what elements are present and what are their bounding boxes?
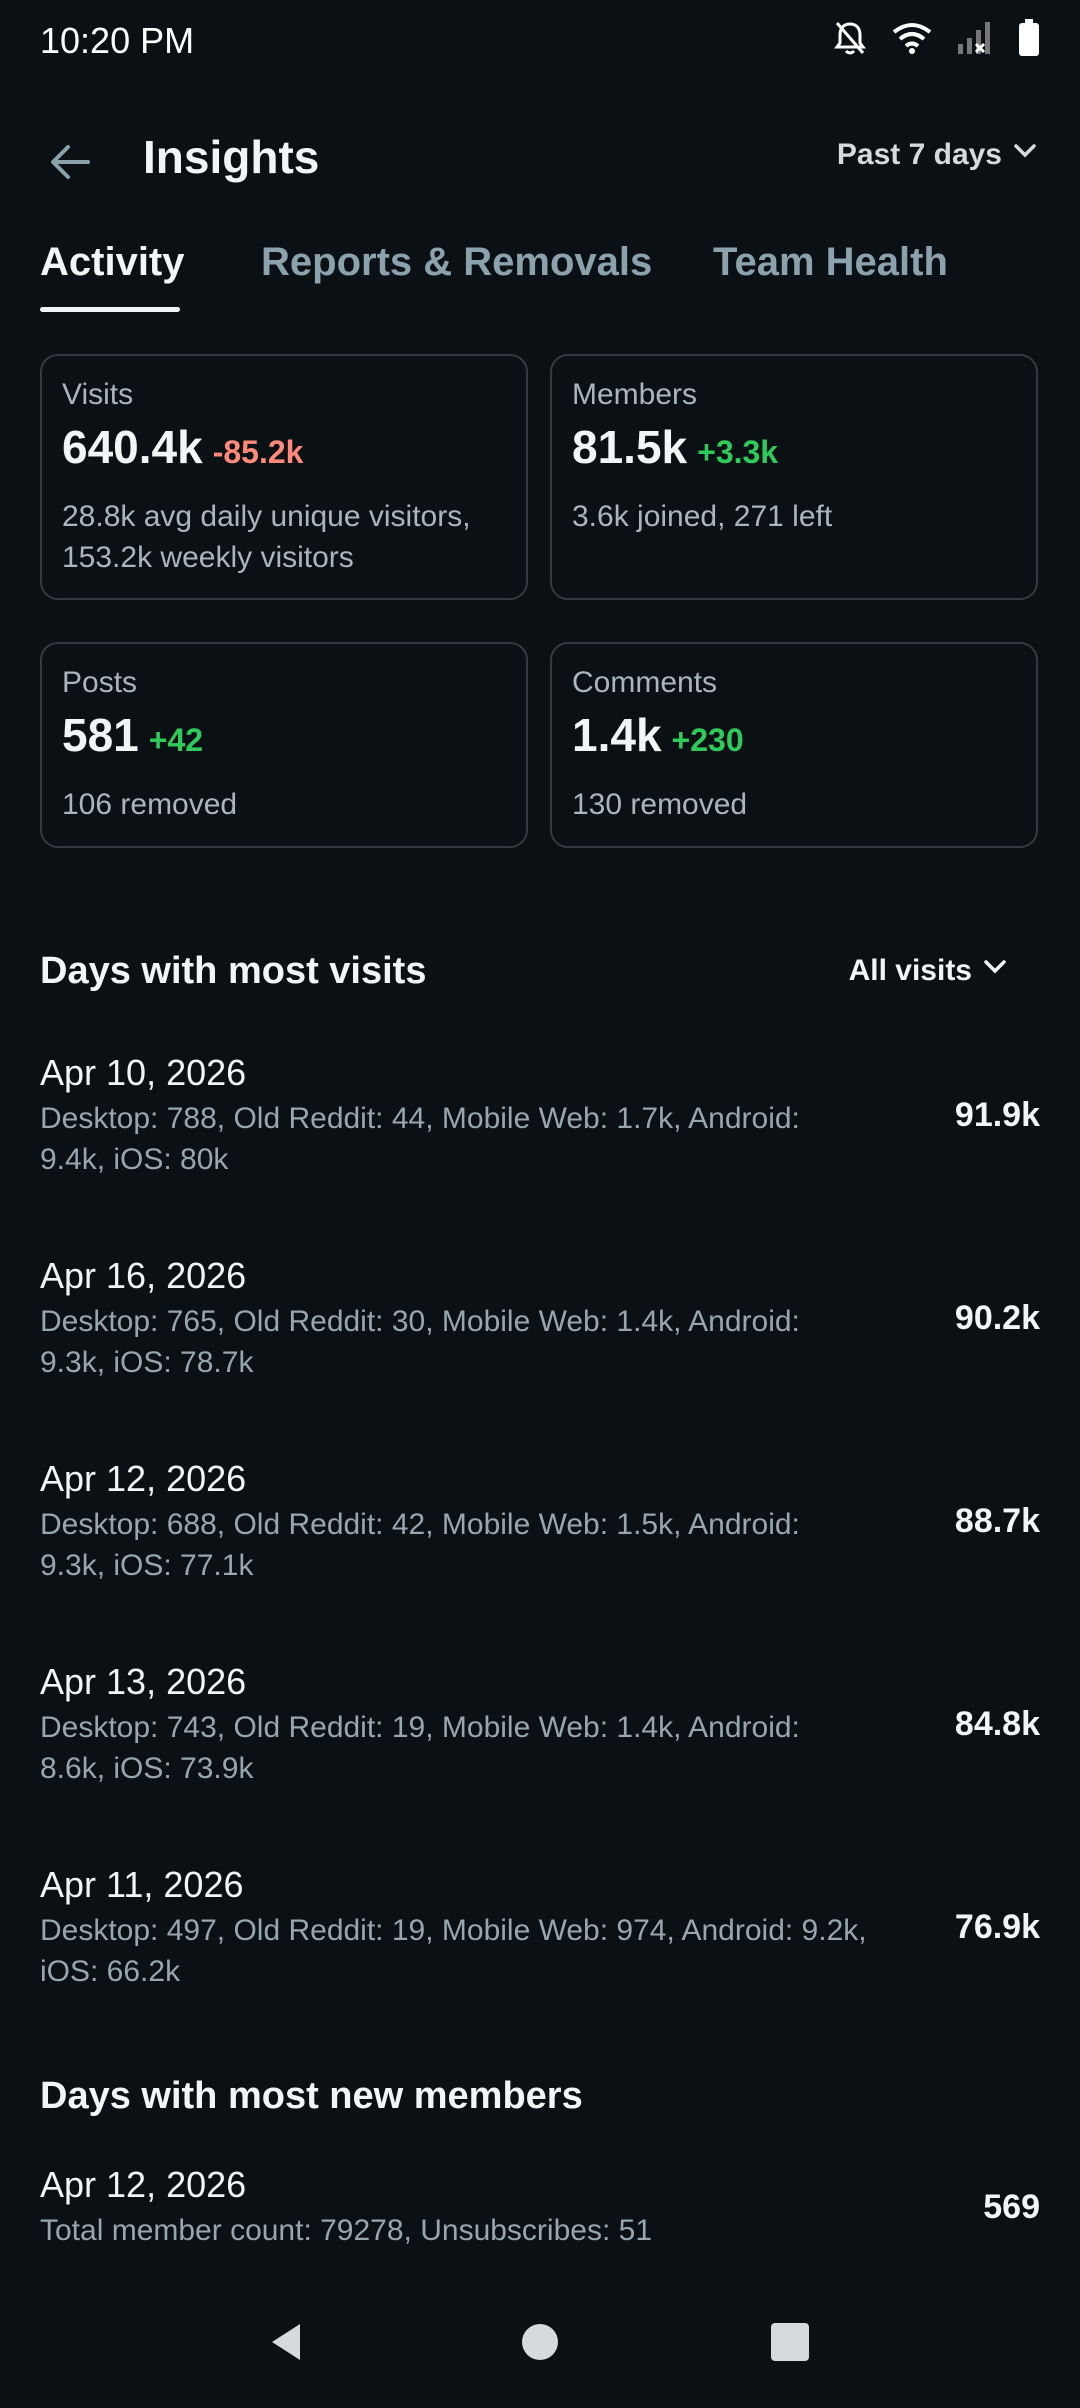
tab-label: Activity: [40, 240, 185, 284]
tab-activity[interactable]: Activity: [40, 240, 185, 312]
day-date: Apr 12, 2026: [40, 1458, 247, 1499]
members-section-title: Days with most new members: [40, 2075, 583, 2117]
back-arrow-icon: [46, 138, 94, 191]
card-value: 640.4k: [62, 421, 203, 473]
day-total: 90.2k: [954, 1299, 1040, 1337]
visits-filter-label: All visits: [848, 954, 972, 987]
day-date: Apr 11, 2026: [40, 1864, 244, 1905]
list-item[interactable]: Apr 13, 2026 Desktop: 743, Old Reddit: 1…: [40, 1661, 1040, 1789]
posts-card[interactable]: Posts 581 +42 106 removed: [40, 642, 528, 848]
card-value-row: 581 +42: [62, 708, 506, 762]
day-breakdown: Desktop: 743, Old Reddit: 19, Mobile Web…: [40, 1711, 800, 1785]
card-description: 28.8k avg daily unique visitors, 153.2k …: [62, 500, 471, 574]
date-range-label: Past 7 days: [836, 138, 1002, 171]
nav-recents-button[interactable]: [760, 2314, 820, 2374]
day-breakdown: Desktop: 497, Old Reddit: 19, Mobile Web…: [40, 1914, 867, 1988]
card-value-row: 640.4k -85.2k: [62, 420, 506, 474]
status-bar: 10:20 PM: [0, 0, 1080, 84]
list-item[interactable]: Apr 10, 2026 Desktop: 788, Old Reddit: 4…: [40, 1052, 1040, 1180]
tab-bar: Activity Reports & Removals Team Health: [0, 240, 1080, 312]
card-description: 3.6k joined, 271 left: [572, 500, 833, 533]
day-total: 76.9k: [954, 1908, 1040, 1946]
card-description: 130 removed: [572, 788, 748, 821]
circle-home-icon: [520, 2322, 560, 2367]
day-breakdown: Desktop: 688, Old Reddit: 42, Mobile Web…: [40, 1508, 800, 1582]
card-value: 581: [62, 709, 139, 761]
status-icons: [832, 18, 1040, 58]
day-total: 84.8k: [954, 1705, 1040, 1743]
day-date: Apr 16, 2026: [40, 1255, 247, 1296]
active-tab-indicator: [40, 307, 180, 312]
system-nav-bar: [0, 2288, 1080, 2408]
nav-home-button[interactable]: [510, 2314, 570, 2374]
card-label: Visits: [62, 378, 134, 411]
card-label: Members: [572, 378, 698, 411]
day-breakdown: Desktop: 788, Old Reddit: 44, Mobile Web…: [40, 1102, 800, 1176]
comments-card[interactable]: Comments 1.4k +230 130 removed: [550, 642, 1038, 848]
day-date: Apr 12, 2026: [40, 2164, 247, 2205]
list-item[interactable]: Apr 11, 2026 Desktop: 497, Old Reddit: 1…: [40, 1864, 1040, 1992]
card-delta: +230: [671, 722, 744, 758]
list-item[interactable]: Apr 12, 2026 Total member count: 79278, …: [40, 2164, 1040, 2251]
card-delta: +42: [148, 722, 204, 758]
day-total: 88.7k: [954, 1502, 1040, 1540]
day-date: Apr 13, 2026: [40, 1661, 247, 1702]
visits-section-title: Days with most visits: [40, 950, 427, 992]
square-recents-icon: [770, 2322, 810, 2367]
chevron-down-icon: [982, 954, 1008, 988]
tab-reports-removals[interactable]: Reports & Removals: [261, 240, 652, 312]
page-title: Insights: [143, 131, 320, 183]
day-total: 569: [983, 2188, 1040, 2226]
day-breakdown: Total member count: 79278, Unsubscribes:…: [40, 2214, 652, 2247]
triangle-back-icon: [266, 2320, 310, 2369]
day-breakdown: Desktop: 765, Old Reddit: 30, Mobile Web…: [40, 1305, 800, 1379]
card-label: Comments: [572, 666, 718, 699]
day-date: Apr 10, 2026: [40, 1052, 247, 1093]
nav-back-button[interactable]: [258, 2314, 318, 2374]
card-description: 106 removed: [62, 788, 238, 821]
wifi-icon: [890, 20, 934, 56]
app-bar: Insights Past 7 days: [0, 110, 1080, 210]
back-button[interactable]: [34, 128, 106, 200]
chevron-down-icon: [1012, 138, 1038, 172]
card-label: Posts: [62, 666, 138, 699]
tab-team-health[interactable]: Team Health: [713, 240, 948, 312]
members-card[interactable]: Members 81.5k +3.3k 3.6k joined, 271 lef…: [550, 354, 1038, 600]
date-range-dropdown[interactable]: Past 7 days: [837, 138, 1038, 172]
card-value: 81.5k: [572, 421, 688, 473]
tab-label: Reports & Removals: [261, 240, 653, 284]
visits-filter-dropdown[interactable]: All visits: [849, 954, 1008, 988]
battery-icon: [1018, 19, 1040, 57]
card-value-row: 1.4k +230: [572, 708, 1016, 762]
list-item[interactable]: Apr 12, 2026 Desktop: 688, Old Reddit: 4…: [40, 1458, 1040, 1586]
card-delta: -85.2k: [212, 434, 304, 470]
card-value-row: 81.5k +3.3k: [572, 420, 1016, 474]
tab-label: Team Health: [713, 240, 948, 284]
card-value: 1.4k: [572, 709, 662, 761]
list-item[interactable]: Apr 16, 2026 Desktop: 765, Old Reddit: 3…: [40, 1255, 1040, 1383]
status-time: 10:20 PM: [40, 20, 195, 61]
signal-icon: [956, 20, 996, 56]
visits-card[interactable]: Visits 640.4k -85.2k 28.8k avg daily uni…: [40, 354, 528, 600]
bell-muted-icon: [832, 18, 868, 58]
card-delta: +3.3k: [697, 434, 779, 470]
day-total: 91.9k: [954, 1096, 1040, 1134]
